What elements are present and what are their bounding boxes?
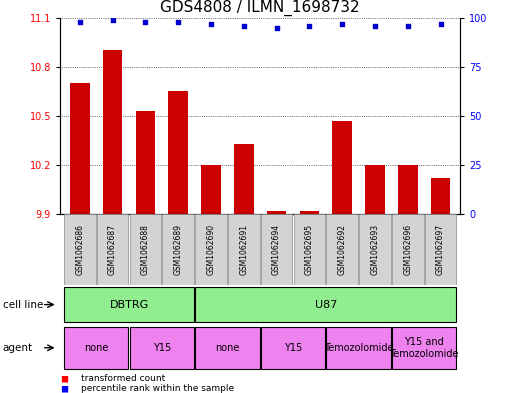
Text: GSM1062686: GSM1062686 [75, 224, 84, 275]
Point [141, 18, 150, 25]
Bar [365, 165, 385, 214]
Bar [261, 327, 325, 369]
Bar [168, 92, 188, 214]
Text: Y15 and
Temozolomide: Y15 and Temozolomide [390, 337, 459, 358]
Point [240, 22, 248, 29]
Point [108, 17, 117, 23]
Bar [130, 327, 194, 369]
Bar [97, 214, 128, 285]
Point [338, 20, 346, 27]
Text: GSM1062693: GSM1062693 [370, 224, 380, 275]
Bar [300, 211, 319, 214]
Bar [398, 165, 417, 214]
Bar [234, 144, 254, 214]
Bar [130, 214, 161, 285]
Bar [326, 327, 391, 369]
Point [76, 18, 84, 25]
Text: DBTRG: DBTRG [109, 299, 149, 310]
Text: GSM1062695: GSM1062695 [305, 224, 314, 275]
Text: GSM1062691: GSM1062691 [240, 224, 248, 275]
Bar [392, 214, 424, 285]
Point [404, 22, 412, 29]
Text: GSM1062690: GSM1062690 [207, 224, 215, 275]
Bar [261, 214, 292, 285]
Text: Y15: Y15 [284, 343, 302, 353]
Text: GSM1062694: GSM1062694 [272, 224, 281, 275]
Point [305, 22, 314, 29]
Point [272, 24, 281, 31]
Text: percentile rank within the sample: percentile rank within the sample [81, 384, 234, 393]
Bar [392, 327, 456, 369]
Bar [64, 214, 96, 285]
Bar [326, 214, 358, 285]
Text: U87: U87 [315, 299, 337, 310]
Text: Y15: Y15 [153, 343, 171, 353]
Bar [64, 327, 128, 369]
Bar [267, 211, 287, 214]
Bar [195, 214, 227, 285]
Text: cell line: cell line [3, 299, 43, 310]
Text: GSM1062692: GSM1062692 [338, 224, 347, 275]
Bar [64, 287, 194, 322]
Point [371, 22, 379, 29]
Point [174, 18, 183, 25]
Text: none: none [84, 343, 108, 353]
Title: GDS4808 / ILMN_1698732: GDS4808 / ILMN_1698732 [161, 0, 360, 17]
Bar [201, 165, 221, 214]
Bar [228, 214, 259, 285]
Bar [195, 327, 259, 369]
Bar [293, 214, 325, 285]
Text: Temozolomide: Temozolomide [324, 343, 393, 353]
Text: ◼: ◼ [60, 373, 69, 383]
Text: none: none [215, 343, 240, 353]
Bar [431, 178, 450, 214]
Bar [359, 214, 391, 285]
Bar [70, 83, 89, 214]
Bar [103, 50, 122, 214]
Bar [135, 111, 155, 214]
Text: GSM1062688: GSM1062688 [141, 224, 150, 275]
Text: transformed count: transformed count [81, 374, 165, 382]
Text: GSM1062696: GSM1062696 [403, 224, 412, 275]
Point [436, 20, 445, 27]
Bar [332, 121, 352, 214]
Bar [163, 214, 194, 285]
Point [207, 20, 215, 27]
Text: ◼: ◼ [60, 383, 69, 393]
Text: GSM1062697: GSM1062697 [436, 224, 445, 275]
Text: GSM1062687: GSM1062687 [108, 224, 117, 275]
Bar [195, 287, 456, 322]
Bar [425, 214, 456, 285]
Text: GSM1062689: GSM1062689 [174, 224, 183, 275]
Text: agent: agent [3, 343, 33, 353]
